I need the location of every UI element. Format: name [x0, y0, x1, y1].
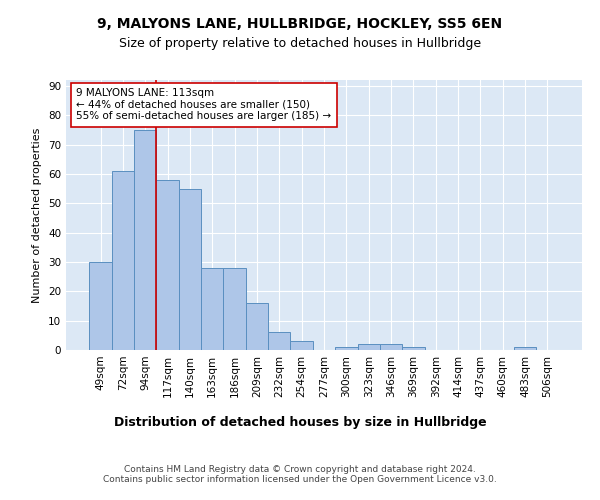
- Bar: [112, 171, 134, 350]
- Bar: [246, 303, 268, 350]
- Bar: [358, 344, 380, 350]
- Bar: [335, 347, 358, 350]
- Bar: [134, 130, 157, 350]
- Text: Distribution of detached houses by size in Hullbridge: Distribution of detached houses by size …: [113, 416, 487, 429]
- Bar: [290, 341, 313, 350]
- Bar: [157, 180, 179, 350]
- Bar: [380, 344, 402, 350]
- Bar: [89, 262, 112, 350]
- Bar: [179, 188, 201, 350]
- Bar: [268, 332, 290, 350]
- Bar: [402, 347, 425, 350]
- Bar: [223, 268, 246, 350]
- Bar: [514, 347, 536, 350]
- Bar: [201, 268, 223, 350]
- Text: 9, MALYONS LANE, HULLBRIDGE, HOCKLEY, SS5 6EN: 9, MALYONS LANE, HULLBRIDGE, HOCKLEY, SS…: [97, 18, 503, 32]
- Text: Contains HM Land Registry data © Crown copyright and database right 2024.
Contai: Contains HM Land Registry data © Crown c…: [103, 465, 497, 484]
- Text: Size of property relative to detached houses in Hullbridge: Size of property relative to detached ho…: [119, 38, 481, 51]
- Y-axis label: Number of detached properties: Number of detached properties: [32, 128, 43, 302]
- Text: 9 MALYONS LANE: 113sqm
← 44% of detached houses are smaller (150)
55% of semi-de: 9 MALYONS LANE: 113sqm ← 44% of detached…: [76, 88, 331, 122]
